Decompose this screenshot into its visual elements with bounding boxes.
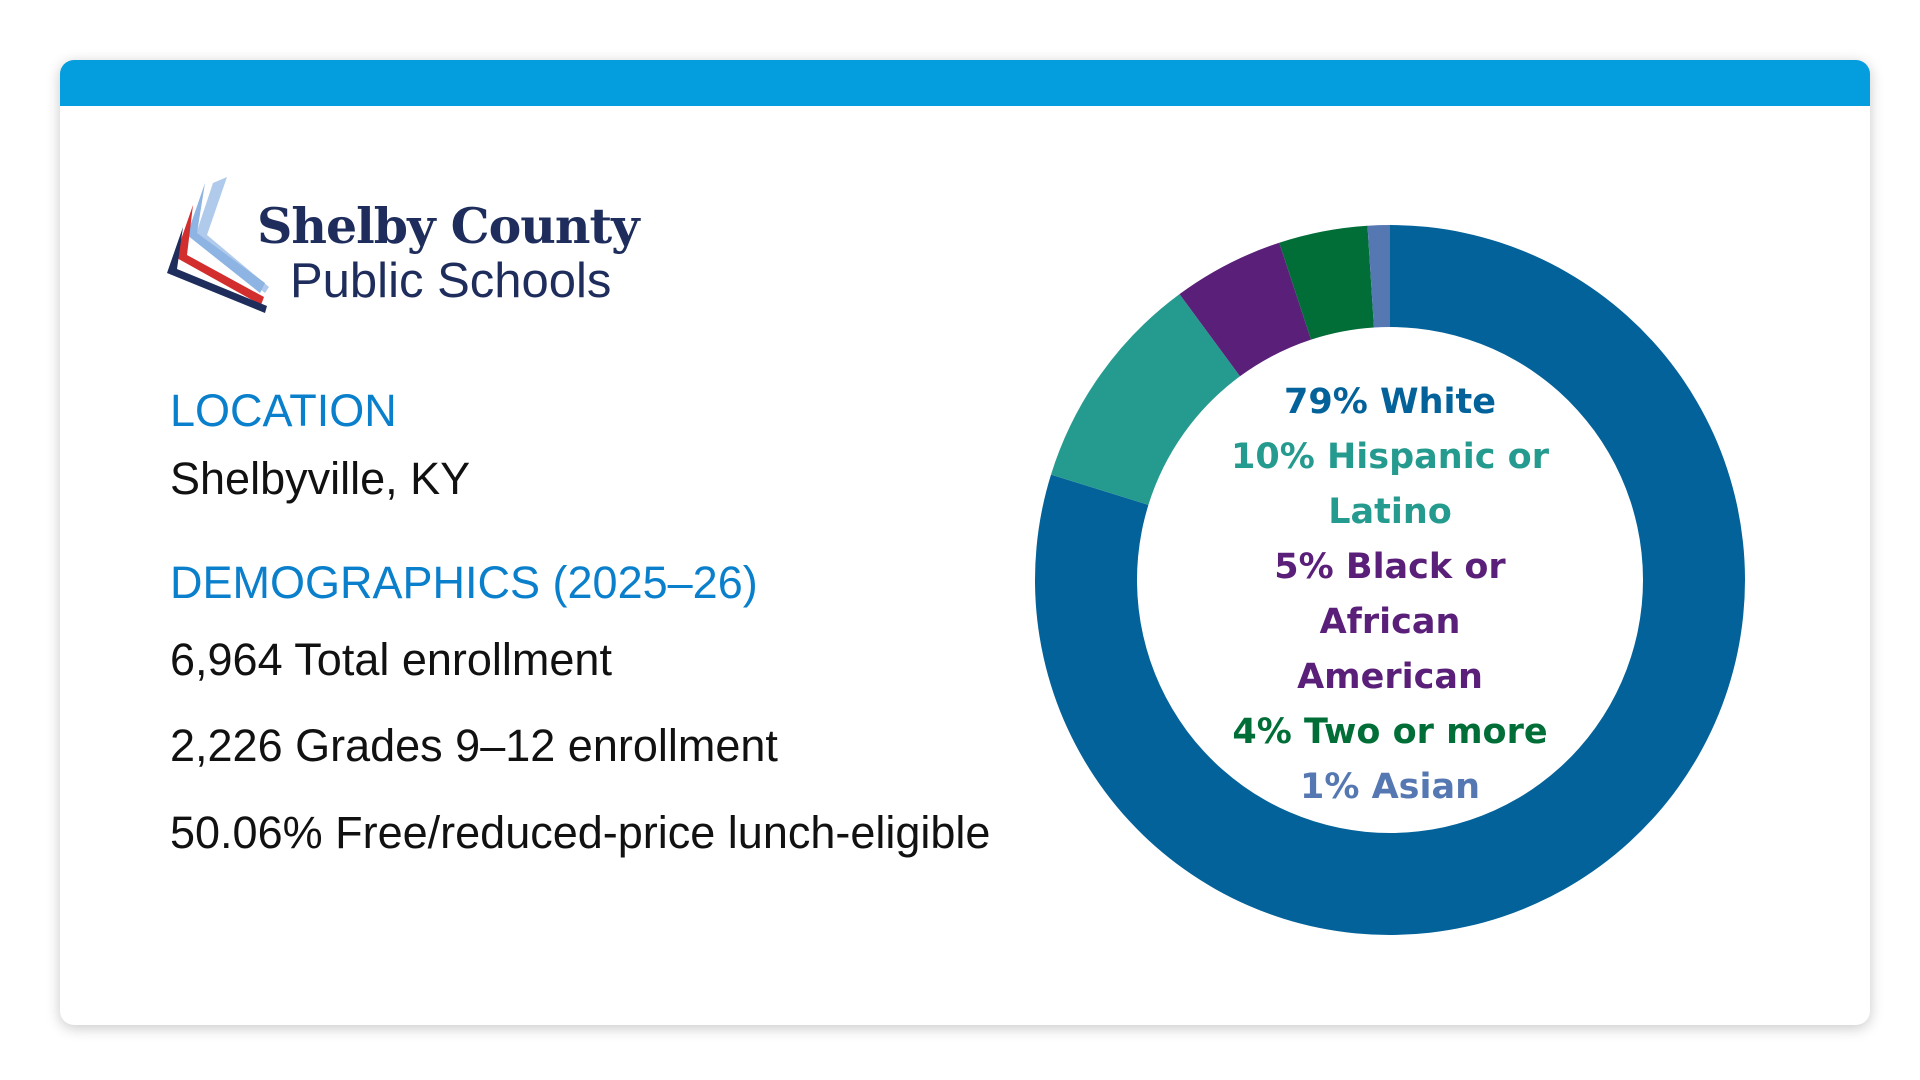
stat-lunch-eligible: 50.06% Free/reduced-price lunch-eligible (170, 807, 991, 858)
donut-center-labels: 79% White 10% Hispanic or Latino 5% Black o… (1220, 375, 1560, 815)
logo-name-line1: Shelby County (257, 197, 640, 255)
slice-label-white: 79% White (1284, 382, 1496, 422)
info-card: Shelby County Public Schools LOCATION Sh… (60, 60, 1870, 1025)
stat-total-enrollment: 6,964 Total enrollment (170, 634, 612, 685)
slice-label-asian: 1% Asian (1299, 767, 1481, 807)
donut-slice-two-or-more (1279, 225, 1374, 340)
slice-label-two-or-more: 4% Two or more (1232, 712, 1548, 752)
stat-grades-enrollment: 2,226 Grades 9–12 enrollment (170, 720, 778, 771)
school-logo: Shelby County Public Schools (165, 175, 685, 315)
location-value: Shelbyville, KY (170, 453, 471, 504)
donut-slice-asian (1367, 225, 1390, 328)
demographics-donut-chart (1035, 225, 1745, 936)
top-accent-bar (60, 60, 1870, 106)
slice-label-hispanic-or-latino-cont: Latino (1328, 492, 1452, 532)
donut-slice-hispanic-or-latino (1051, 294, 1240, 505)
slice-label-black-or-african-american: 5% Black or African (1274, 547, 1506, 642)
demographics-label: DEMOGRAPHICS (2025–26) (170, 557, 758, 608)
location-label: LOCATION (170, 385, 397, 436)
slice-label-hispanic-or-latino: 10% Hispanic or (1231, 437, 1549, 477)
slice-label-black-or-african-american-cont: American (1297, 657, 1483, 697)
donut-slice-black-or-african-american (1179, 242, 1312, 377)
logo-name-line2: Public Schools (290, 254, 612, 308)
book-logo-icon (167, 177, 269, 313)
